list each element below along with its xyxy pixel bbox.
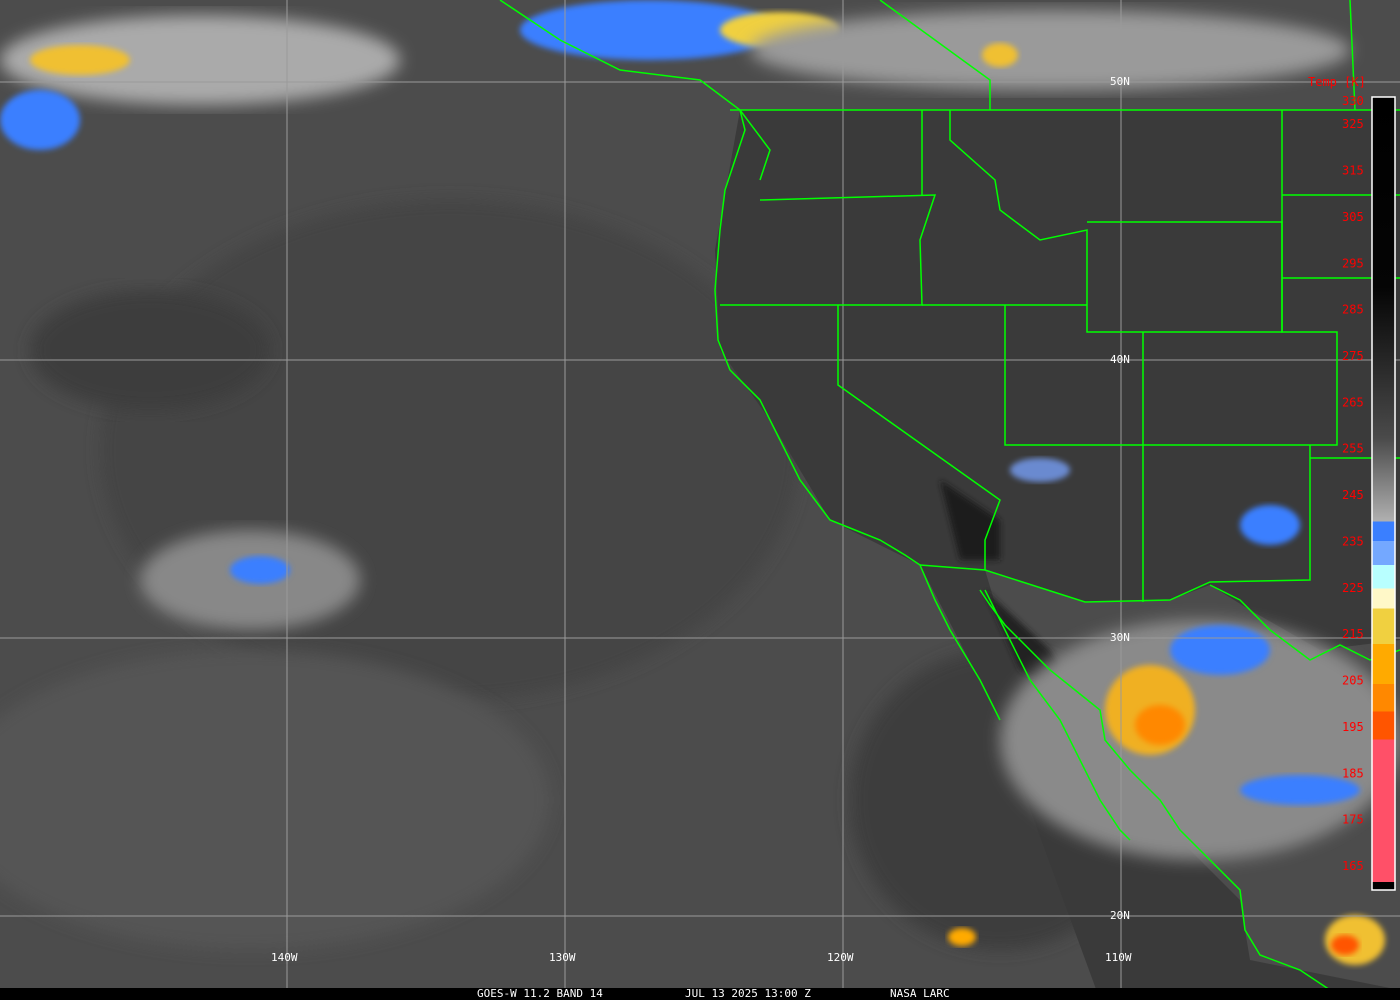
colorbar-tick-label: 205 (1342, 674, 1364, 688)
satellite-band: GOES-W 11.2 BAND 14 (477, 987, 603, 1000)
lat-label-30n: 30N (1110, 631, 1130, 644)
colorbar-tick-label: 185 (1342, 766, 1364, 780)
colorbar: Temp [K] 330 325 315 305 295 285 275 265 255 245 2… (1308, 75, 1396, 891)
axis-labels: 140W 130W 120W 110W 50N 40N 30N 20N (271, 75, 1132, 964)
lon-label-140w: 140W (271, 951, 298, 964)
footer-bar: GOES-W 11.2 BAND 14 JUL 13 2025 13:00 Z … (0, 988, 1400, 1000)
lat-label-50n: 50N (1110, 75, 1130, 88)
canada-coast (499, 0, 771, 181)
colorbar-tick-label: 275 (1342, 349, 1364, 363)
colorbar-title: Temp [K] (1308, 75, 1366, 89)
state-borders (720, 194, 937, 306)
baja-east-coast (984, 589, 1131, 841)
lat-label-20n: 20N (1110, 909, 1130, 922)
colorbar-tick-label: 175 (1342, 813, 1364, 827)
colorbar-tick-label: 255 (1342, 442, 1364, 456)
colorbar-tick-label: 315 (1342, 164, 1364, 178)
lon-label-110w: 110W (1105, 951, 1132, 964)
lon-label-130w: 130W (549, 951, 576, 964)
colorbar-tick-label: 235 (1342, 535, 1364, 549)
colorbar-tick-label: 225 (1342, 581, 1364, 595)
colorbar-tick-label: 245 (1342, 488, 1364, 502)
lon-label-120w: 120W (827, 951, 854, 964)
observation-datetime: JUL 13 2025 13:00 Z (685, 987, 811, 1000)
mexico-coastline (979, 589, 1331, 991)
colorbar-scale (1371, 96, 1396, 891)
colorbar-tick-label: 195 (1342, 720, 1364, 734)
colorbar-tick-label: 265 (1342, 395, 1364, 409)
gulf-coast (1209, 584, 1400, 661)
lat-label-40n: 40N (1110, 353, 1130, 366)
colorbar-tick-label: 215 (1342, 627, 1364, 641)
colorbar-tick-label: 305 (1342, 210, 1364, 224)
borders (499, 0, 1400, 991)
colorbar-tick-label: 285 (1342, 303, 1364, 317)
colorbar-tick-label: 325 (1342, 117, 1364, 131)
colorbar-tick-label: 295 (1342, 256, 1364, 270)
pacific-coastline (714, 109, 1001, 721)
colorbar-tick-label: 330 (1342, 94, 1364, 108)
credit: NASA LARC (890, 987, 950, 1000)
colorbar-tick-label: 165 (1342, 859, 1364, 873)
clouds (0, 0, 1400, 965)
